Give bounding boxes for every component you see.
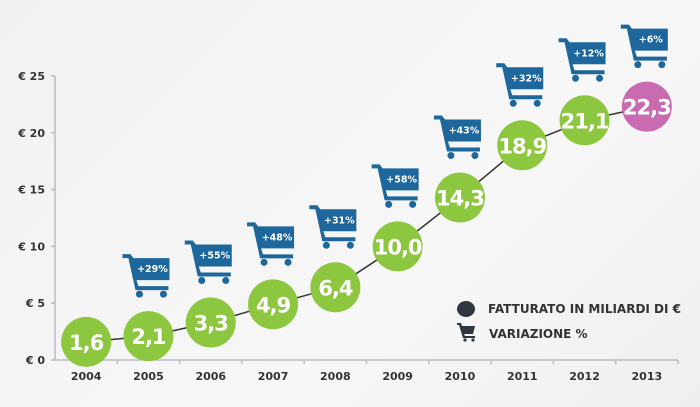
revenue-label: 6,4 [318,276,353,300]
cart-body [496,63,544,100]
cart-icon: +6% [620,24,668,69]
revenue-point [497,120,548,171]
revenue-point [310,262,361,313]
cart-icon: +12% [558,38,606,82]
x-tick-label: 2007 [258,370,289,383]
cart-icon: +58% [371,164,419,208]
y-tick-label: € 5 [25,297,45,310]
x-tick-label: 2012 [569,370,600,383]
cart-icon: +29% [122,254,170,298]
series-marks: 1,6 2,1 +29% 3,3 +55% 4,9 +48% 6,4 +31% 10,0 +58% 1… [61,24,672,367]
revenue-point [185,297,236,348]
legend-label-change: VARIAZIONE % [489,327,588,341]
x-tick-label: 2006 [195,370,226,383]
revenue-point [123,311,174,362]
x-tick-label: 2011 [507,370,538,383]
revenue-point [621,81,672,132]
axes: € 0 € 5 € 10 € 15 € 20 € 25 2004 2005 2006 2007 20… [17,70,679,383]
x-tick-label: 2005 [133,370,164,383]
revenue-point [61,316,112,367]
revenue-point [248,279,299,330]
revenue-line [86,105,648,343]
cart-body [122,254,170,291]
cart-wheel [471,152,479,160]
legend-cart-icon [457,323,475,342]
legend: FATTURATO IN MILIARDI DI € VARIAZIONE % [457,301,681,342]
cart-wheel [596,74,604,82]
cart-icon: +31% [309,205,357,249]
revenue-label: 21,1 [561,109,609,133]
revenue-label: 18,9 [498,134,546,158]
cart-wheel [658,61,666,69]
cart-wheel [409,200,417,208]
revenue-label: 3,3 [194,312,228,336]
x-tick-label: 2008 [320,370,351,383]
cart-wheel [346,241,354,249]
revenue-label: 22,3 [623,96,671,120]
revenue-label: 1,6 [69,331,104,355]
change-label: +43% [449,126,480,137]
change-label: +6% [639,35,664,46]
series-line [86,105,648,343]
cart-wheel [533,99,541,107]
cart-body [620,24,668,61]
revenue-point [434,172,485,223]
cart-body [371,164,419,201]
x-tick-label: 2009 [382,370,413,383]
change-label: +31% [324,215,355,226]
revenue-point [372,221,423,272]
legend-label-revenue: FATTURATO IN MILIARDI DI € [488,302,681,316]
cart-icon: +55% [184,240,232,285]
y-tick-label: € 25 [17,70,45,83]
cart-icon: +43% [433,115,481,160]
cart-wheel [447,152,455,160]
change-label: +29% [137,264,168,275]
cart-wheel [159,290,167,298]
change-label: +48% [262,232,293,243]
cart-icon: +32% [496,63,544,107]
cart-wheel [509,99,517,107]
cart-body [433,115,481,152]
cart-wheel [284,258,292,266]
revenue-label: 2,1 [131,325,166,349]
cart-body [247,222,295,259]
cart-body [184,240,232,277]
y-tick-label: € 15 [17,184,45,197]
cart-body [309,205,357,242]
cart-wheel [385,200,393,208]
cart-icon: +48% [247,222,295,266]
x-tick-label: 2013 [632,370,663,383]
y-tick-label: € 20 [17,127,45,140]
cart-wheel [198,277,206,285]
change-label: +58% [386,174,417,185]
cart-wheel [634,61,642,69]
cart-wheel [135,290,143,298]
y-tick-label: € 10 [17,240,45,253]
change-label: +55% [199,251,230,262]
cart-body [558,38,606,75]
x-tick-label: 2010 [445,370,476,383]
revenue-point [559,95,610,146]
revenue-label: 10,0 [374,235,422,259]
y-tick-label: € 0 [25,354,45,367]
x-tick-label: 2004 [71,370,102,383]
cart-wheel [572,74,580,82]
cart-wheel [322,241,330,249]
revenue-label: 14,3 [436,187,484,211]
change-label: +12% [573,48,604,59]
legend-circle-icon [457,301,475,317]
cart-wheel [222,277,230,285]
revenue-label: 4,9 [256,293,291,317]
cart-wheel [260,258,268,266]
change-label: +32% [511,73,542,84]
